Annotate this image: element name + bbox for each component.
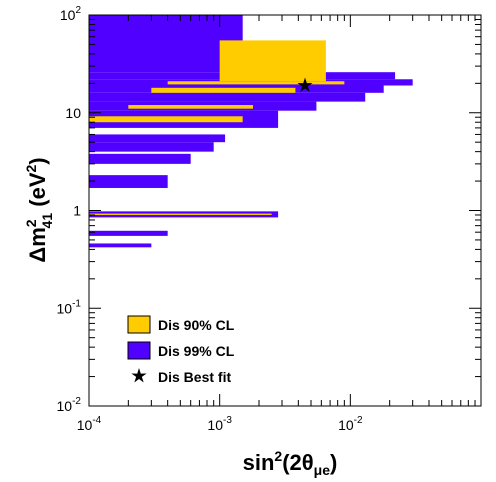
region-band — [89, 116, 243, 123]
x-axis-label-pre: sin — [243, 450, 275, 475]
x-axis-label-post: ) — [330, 450, 337, 475]
x-tick-label: 10-2 — [338, 415, 363, 433]
region-band — [89, 92, 366, 102]
region-band — [89, 134, 226, 143]
best-fit-star — [297, 77, 313, 92]
region-band — [128, 105, 254, 109]
x-axis-label-sup: 2 — [274, 448, 282, 464]
legend: Dis 90% CL Dis 99% CL Dis Best fit — [127, 315, 235, 385]
y-axis-label: Δm241 (eV2) — [23, 157, 55, 262]
y-tick-label: 10 — [65, 105, 81, 121]
y-tick-label: 10-2 — [57, 396, 82, 414]
legend-swatch-cl99 — [127, 341, 151, 360]
x-tick-label: 10-3 — [207, 415, 232, 433]
y-tick-label: 102 — [60, 5, 82, 23]
legend-label: Dis 99% CL — [158, 343, 235, 359]
region-band — [219, 40, 326, 82]
region-band — [89, 243, 152, 248]
region-band — [89, 230, 168, 236]
tick-labels: 10-4 10-3 10-2 102 10 1 10-1 10-2 — [57, 5, 363, 433]
x-axis-label-sub: μe — [314, 462, 331, 478]
y-tick-label: 10-1 — [57, 298, 82, 316]
y-axis-label-sup2: 2 — [23, 165, 39, 173]
legend-label: Dis 90% CL — [158, 317, 235, 333]
x-axis-label: sin2(2θμe) — [243, 448, 338, 478]
region-band — [89, 15, 243, 73]
y-axis-label-mid: (eV — [25, 172, 50, 213]
legend-swatch-cl90 — [127, 315, 151, 334]
x-tick-label: 10-4 — [77, 415, 102, 433]
contour-regions — [89, 15, 413, 248]
best-fit-marker-group — [297, 77, 313, 92]
axis-ticks — [88, 15, 481, 407]
y-axis-label-post: ) — [25, 157, 50, 164]
series-cl90 — [89, 40, 345, 215]
region-band — [151, 87, 296, 93]
region-band — [89, 142, 214, 152]
legend-swatch-best-fit — [131, 368, 147, 383]
region-band — [89, 175, 168, 188]
legend-label: Dis Best fit — [158, 369, 231, 385]
y-axis-label-sup: 2 — [23, 219, 39, 227]
region-band — [167, 81, 345, 85]
y-tick-label: 1 — [73, 203, 81, 219]
y-axis-label-sub: 41 — [39, 213, 55, 229]
region-band — [89, 213, 272, 215]
region-band — [89, 153, 191, 164]
x-axis-label-mid: (2θ — [282, 450, 313, 475]
y-axis-label-pre: Δm — [25, 227, 50, 262]
